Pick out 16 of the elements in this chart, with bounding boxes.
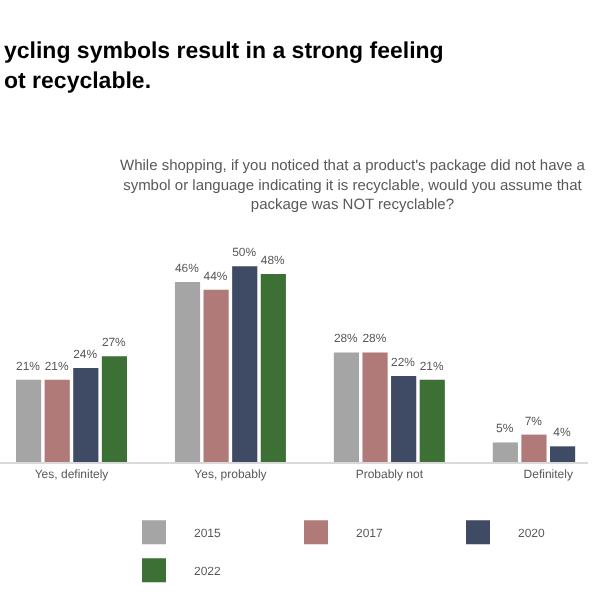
bar xyxy=(232,266,258,462)
bar xyxy=(174,281,201,462)
bar xyxy=(362,352,388,462)
bar xyxy=(419,379,445,462)
bar xyxy=(260,274,286,462)
bar xyxy=(521,434,547,462)
bar xyxy=(391,375,417,462)
bar xyxy=(549,446,576,462)
bar xyxy=(44,379,70,462)
bar xyxy=(101,356,127,462)
bar xyxy=(333,352,360,462)
bar xyxy=(203,289,229,462)
bar xyxy=(492,442,518,462)
chart-title: ycling symbols result in a strong feeling ot recyclable. xyxy=(4,40,444,94)
bar xyxy=(16,379,42,462)
bar xyxy=(73,368,99,462)
